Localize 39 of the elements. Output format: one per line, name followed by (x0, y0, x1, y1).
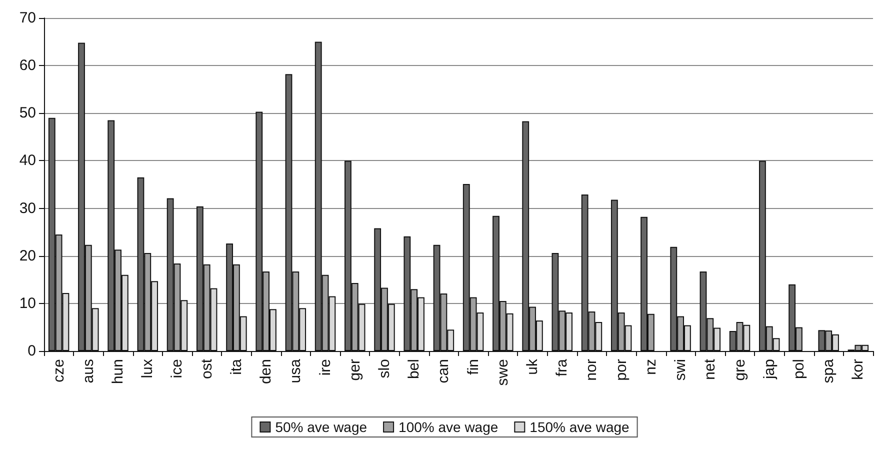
y-tick-label: 60 (19, 57, 36, 74)
x-tick-label: fin (464, 359, 482, 375)
y-tick-label: 10 (19, 294, 36, 312)
x-tick-label: nz (642, 359, 660, 375)
x-tick-label: ita (228, 358, 245, 375)
x-tick-label: net (702, 358, 719, 380)
x-tick-label: jap (760, 359, 778, 380)
y-tick-label: 40 (19, 152, 36, 170)
legend-label: 100% ave wage (398, 419, 498, 435)
x-tick-label: hun (110, 359, 127, 384)
y-tick-label: 20 (19, 247, 36, 264)
x-tick-label: can (435, 359, 452, 384)
x-tick-label: bel (406, 359, 423, 380)
y-tick-label: 30 (19, 200, 36, 217)
x-tick-label: por (612, 359, 630, 381)
y-tick-label: 0 (28, 342, 36, 360)
x-tick-label: usa (287, 358, 304, 384)
x-tick-label: ger (346, 359, 364, 381)
x-tick-label: nor (583, 359, 600, 381)
x-tick-label: pol (790, 359, 808, 380)
x-tick-label: fra (554, 358, 571, 377)
y-tick-label: 70 (19, 10, 36, 26)
legend-label: 50% ave wage (275, 419, 368, 435)
x-tick-label: ost (198, 358, 216, 380)
x-tick-label: uk (524, 358, 542, 375)
x-tick-label: aus (80, 359, 97, 384)
x-tick-label: lux (139, 358, 156, 378)
y-tick-label: 50 (19, 104, 36, 122)
x-tick-label: slo (376, 359, 393, 378)
x-tick-label: spa (820, 358, 838, 384)
x-tick-label: cze (50, 359, 68, 382)
x-tick-label: ice (168, 359, 186, 378)
legend-label: 150% ave wage (530, 419, 630, 435)
x-tick-label: den (258, 359, 275, 384)
x-tick-label: swi (672, 359, 690, 381)
x-tick-label: swe (494, 359, 512, 386)
x-tick-label: ire (316, 359, 334, 376)
x-tick-label: gre (731, 359, 748, 381)
x-tick-label: kor (850, 359, 867, 380)
